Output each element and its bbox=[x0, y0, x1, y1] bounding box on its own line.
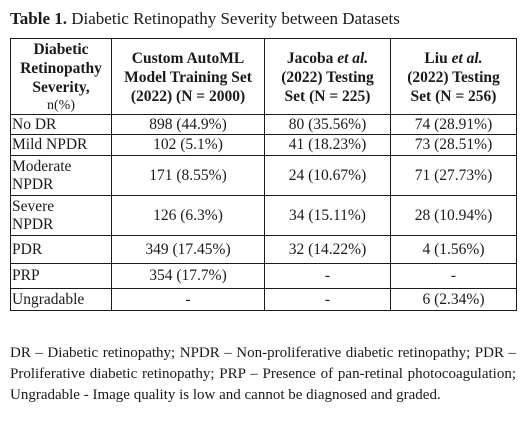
header-line: Set (N = 225) bbox=[284, 87, 371, 105]
row-label-line: Ungradable bbox=[12, 290, 85, 308]
table-row: Mild NPDR 102 (5.1%) 41 (18.23%) 73 (28.… bbox=[10, 134, 517, 156]
header-line: Custom AutoML bbox=[131, 49, 245, 67]
table-caption: Table 1. Diabetic Retinopathy Severity b… bbox=[10, 9, 400, 29]
header-author: Liu bbox=[424, 49, 448, 67]
table-row: PRP 354 (17.7%) - - bbox=[10, 263, 517, 289]
cell-automl: 354 (17.7%) bbox=[111, 263, 265, 289]
cell-jacoba: - bbox=[264, 263, 391, 289]
row-label: PRP bbox=[10, 263, 112, 289]
row-label-line: PRP bbox=[12, 267, 40, 284]
cell-jacoba: 41 (18.23%) bbox=[264, 134, 391, 156]
row-label: PDR bbox=[10, 235, 112, 264]
cell-liu: 71 (27.73%) bbox=[390, 155, 517, 196]
cell-liu: - bbox=[390, 263, 517, 289]
cell-automl: - bbox=[111, 288, 265, 311]
row-label-line: No DR bbox=[12, 115, 57, 133]
header-etal: et al. bbox=[337, 49, 369, 67]
row-label: No DR bbox=[10, 114, 112, 135]
cell-automl: 102 (5.1%) bbox=[111, 134, 265, 156]
header-line: (2022) Testing bbox=[281, 68, 374, 86]
row-label-line: NPDR bbox=[12, 215, 54, 233]
row-label-line: NPDR bbox=[12, 175, 54, 193]
cell-liu: 6 (2.34%) bbox=[390, 288, 517, 311]
header-line: Severity, bbox=[32, 79, 90, 96]
table-row: Moderate NPDR 171 (8.55%) 24 (10.67%) 71 … bbox=[10, 155, 517, 196]
table-number: Table 1. bbox=[10, 9, 68, 28]
row-label: Severe NPDR bbox=[10, 195, 112, 236]
row-label: Moderate NPDR bbox=[10, 155, 112, 196]
cell-jacoba: - bbox=[264, 288, 391, 311]
table-title: Diabetic Retinopathy Severity between Da… bbox=[71, 9, 400, 28]
cell-automl: 126 (6.3%) bbox=[111, 195, 265, 236]
header-line: Diabetic bbox=[33, 41, 89, 58]
cell-jacoba: 24 (10.67%) bbox=[264, 155, 391, 196]
row-label-line: Moderate bbox=[12, 157, 72, 175]
table-footnote: DR – Diabetic retinopathy; NPDR – Non-pr… bbox=[10, 345, 516, 403]
row-label: Mild NPDR bbox=[10, 134, 112, 156]
table-row: Ungradable - - 6 (2.34%) bbox=[10, 288, 517, 311]
row-label-line: Mild NPDR bbox=[12, 136, 88, 153]
cell-liu: 74 (28.91%) bbox=[390, 114, 517, 135]
header-line: Set (N = 256) bbox=[410, 87, 497, 105]
header-automl: Custom AutoML Model Training Set (2022) … bbox=[111, 38, 265, 115]
severity-table: Diabetic Retinopathy Severity, n(%) Cust… bbox=[10, 38, 517, 311]
cell-jacoba: 80 (35.56%) bbox=[264, 114, 391, 135]
header-etal: et al. bbox=[451, 49, 483, 67]
row-label-line: PDR bbox=[12, 240, 43, 258]
row-label: Ungradable bbox=[10, 288, 112, 311]
cell-automl: 898 (44.9%) bbox=[111, 114, 265, 135]
header-row: Diabetic Retinopathy Severity, n(%) Cust… bbox=[10, 38, 517, 115]
header-line: Jacoba et al. bbox=[265, 49, 390, 68]
cell-automl: 349 (17.45%) bbox=[111, 235, 265, 264]
cell-jacoba: 32 (14.22%) bbox=[264, 235, 391, 264]
table-row: No DR 898 (44.9%) 80 (35.56%) 74 (28.91%… bbox=[10, 114, 517, 135]
header-line: Model Training Set bbox=[124, 68, 252, 86]
header-line: Retinopathy bbox=[20, 60, 102, 77]
cell-jacoba: 34 (15.11%) bbox=[264, 195, 391, 236]
header-liu: Liu et al. (2022) Testing Set (N = 256) bbox=[390, 38, 517, 115]
header-line: (2022) Testing bbox=[407, 68, 500, 86]
header-unit: n(%) bbox=[47, 98, 75, 113]
table-row: Severe NPDR 126 (6.3%) 34 (15.11%) 28 (10… bbox=[10, 195, 517, 236]
cell-automl: 171 (8.55%) bbox=[111, 155, 265, 196]
header-jacoba: Jacoba et al. (2022) Testing Set (N = 22… bbox=[264, 38, 391, 115]
row-label-line: Severe bbox=[12, 197, 55, 215]
header-severity: Diabetic Retinopathy Severity, n(%) bbox=[10, 38, 112, 115]
header-line: (2022) (N = 2000) bbox=[130, 87, 246, 105]
header-author: Jacoba bbox=[286, 49, 334, 67]
header-line: Liu et al. bbox=[391, 49, 516, 68]
cell-liu: 28 (10.94%) bbox=[390, 195, 517, 236]
table-row: PDR 349 (17.45%) 32 (14.22%) 4 (1.56%) bbox=[10, 235, 517, 264]
cell-liu: 4 (1.56%) bbox=[390, 235, 517, 264]
cell-liu: 73 (28.51%) bbox=[390, 134, 517, 156]
